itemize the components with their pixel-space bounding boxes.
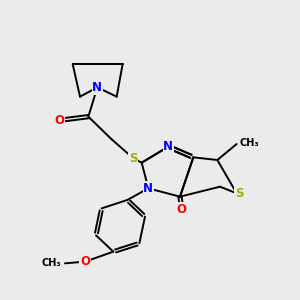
Text: N: N: [143, 182, 153, 195]
Text: N: N: [163, 140, 173, 153]
Text: O: O: [177, 203, 187, 216]
Text: CH₃: CH₃: [42, 258, 62, 268]
Text: S: S: [235, 187, 243, 200]
Text: CH₃: CH₃: [239, 137, 259, 148]
Text: N: N: [92, 81, 102, 94]
Text: O: O: [54, 113, 64, 127]
Text: S: S: [129, 152, 138, 165]
Text: O: O: [80, 255, 90, 268]
